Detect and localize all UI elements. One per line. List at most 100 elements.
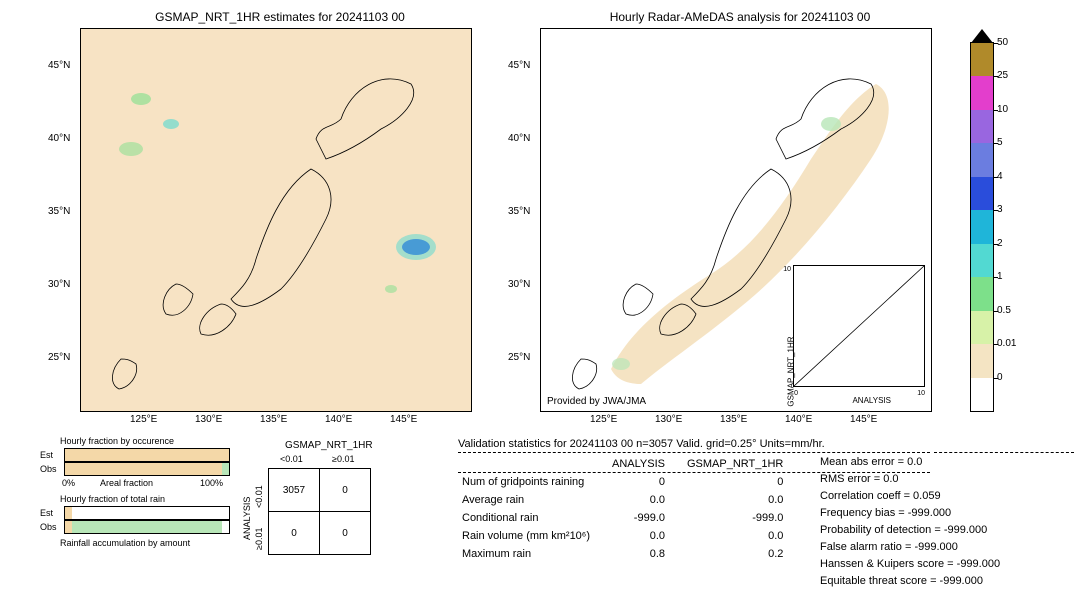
axis-tick: 25°N xyxy=(508,352,530,363)
axis-tick: 130°E xyxy=(655,414,682,425)
axis-tick: 40°N xyxy=(48,133,70,144)
axis-tick: 30°N xyxy=(48,279,70,290)
hbar-label: Est xyxy=(40,450,64,460)
hbar-row: Est xyxy=(40,448,230,462)
colorbar-segment xyxy=(971,244,993,277)
colorbar-label: 1 xyxy=(997,271,1003,282)
hbar-track xyxy=(64,520,230,534)
hourly-total-title: Hourly fraction of total rain xyxy=(60,494,165,504)
hbar-track xyxy=(64,448,230,462)
divider xyxy=(458,452,930,453)
hbar-row: Obs xyxy=(40,520,230,534)
axis-tick: 35°N xyxy=(48,206,70,217)
axis-tick: 35°N xyxy=(508,206,530,217)
colorbar-segment xyxy=(971,177,993,210)
stats-val: 0.0 xyxy=(677,528,793,544)
hbar-label: Obs xyxy=(40,522,64,532)
colorbar-segment xyxy=(971,311,993,344)
stats-col-header: GSMAP_NRT_1HR xyxy=(677,456,793,472)
stats-label: Conditional rain xyxy=(452,510,600,526)
inset-tick: 10 xyxy=(917,390,925,397)
hbar-label: Obs xyxy=(40,464,64,474)
colorbar-segment xyxy=(971,210,993,243)
stats-label: Average rain xyxy=(452,492,600,508)
contingency-cell: 0 xyxy=(320,469,371,512)
contingency-cell: 3057 xyxy=(269,469,320,512)
stat-line: Correlation coeff = 0.059 xyxy=(820,488,1000,505)
validation-right-stats: Mean abs error = 0.0 RMS error = 0.0 Cor… xyxy=(820,454,1000,590)
stats-val: -999.0 xyxy=(677,510,793,526)
axis-tick: 45°N xyxy=(48,60,70,71)
validation-header: Validation statistics for 20241103 00 n=… xyxy=(458,438,825,450)
colorbar-label: 10 xyxy=(997,104,1008,115)
contingency-cell: 0 xyxy=(320,512,371,555)
inset-scatter xyxy=(793,265,925,387)
stat-line: RMS error = 0.0 xyxy=(820,471,1000,488)
colorbar-label: 50 xyxy=(997,37,1008,48)
colorbar-segment xyxy=(971,76,993,109)
hbar-track xyxy=(64,506,230,520)
stat-line: Equitable threat score = -999.000 xyxy=(820,573,1000,590)
axis-tick: 130°E xyxy=(195,414,222,425)
hourly-total-footer: Rainfall accumulation by amount xyxy=(60,538,190,548)
colorbar-label: 0.01 xyxy=(997,338,1016,349)
axis-tick: 135°E xyxy=(260,414,287,425)
left-map xyxy=(80,28,472,412)
axis-left: 0% xyxy=(62,478,75,488)
hbar-track xyxy=(64,462,230,476)
hbar-row: Obs xyxy=(40,462,230,476)
colorbar-label: 0 xyxy=(997,372,1003,383)
colorbar-segment xyxy=(971,143,993,176)
colorbar-label: 2 xyxy=(997,238,1003,249)
hbar-row: Est xyxy=(40,506,230,520)
stats-col-header: ANALYSIS xyxy=(602,456,675,472)
axis-tick: 140°E xyxy=(785,414,812,425)
colorbar-label: 5 xyxy=(997,137,1003,148)
colorbar-segment xyxy=(971,110,993,143)
stat-line: Hanssen & Kuipers score = -999.000 xyxy=(820,556,1000,573)
validation-left-table: ANALYSISGSMAP_NRT_1HR Num of gridpoints … xyxy=(450,454,795,564)
colorbar-segment xyxy=(971,344,993,377)
hourly-occurrence-chart: Est Obs xyxy=(40,448,230,476)
axis-tick: 25°N xyxy=(48,352,70,363)
colorbar-label: 25 xyxy=(997,70,1008,81)
hourly-occurrence-title: Hourly fraction by occurence xyxy=(60,436,174,446)
colorbar-label: 0.5 xyxy=(997,305,1011,316)
axis-right: 100% xyxy=(200,478,223,488)
axis-tick: 135°E xyxy=(720,414,747,425)
contingency-row-label: ≥0.01 xyxy=(254,528,264,550)
contingency-table: 30570 00 xyxy=(268,468,371,555)
colorbar-overflow-icon xyxy=(971,29,993,43)
axis-tick: 30°N xyxy=(508,279,530,290)
stats-val: 0 xyxy=(677,474,793,490)
left-map-title: GSMAP_NRT_1HR estimates for 20241103 00 xyxy=(80,10,480,24)
stat-line: Probability of detection = -999.000 xyxy=(820,522,1000,539)
contingency-row-label: <0.01 xyxy=(254,485,264,508)
stats-label: Maximum rain xyxy=(452,546,600,562)
stat-line: Mean abs error = 0.0 xyxy=(820,454,1000,471)
contingency-col-label: ≥0.01 xyxy=(332,454,354,464)
contingency-col-label: <0.01 xyxy=(280,454,303,464)
axis-tick: 145°E xyxy=(850,414,877,425)
stats-val: 0 xyxy=(602,474,675,490)
stat-line: Frequency bias = -999.000 xyxy=(820,505,1000,522)
contingency-row-header: ANALYSIS xyxy=(242,497,252,540)
stats-val: 0.2 xyxy=(677,546,793,562)
colorbar-segment xyxy=(971,43,993,76)
stats-label: Rain volume (mm km²10⁶) xyxy=(452,528,600,544)
axis-tick: 125°E xyxy=(590,414,617,425)
right-map-title: Hourly Radar-AMeDAS analysis for 2024110… xyxy=(540,10,940,24)
stats-val: -999.0 xyxy=(602,510,675,526)
inset-xlabel: ANALYSIS xyxy=(852,396,891,405)
inset-tick: 0 xyxy=(794,390,798,397)
stat-line: False alarm ratio = -999.000 xyxy=(820,539,1000,556)
colorbar-segment xyxy=(971,277,993,310)
colorbar: 502510543210.50.010 xyxy=(970,42,994,412)
stats-val: 0.0 xyxy=(602,492,675,508)
colorbar-label: 4 xyxy=(997,171,1003,182)
hbar-label: Est xyxy=(40,508,64,518)
left-map-coastline xyxy=(81,29,471,411)
inset-tick: 10 xyxy=(783,266,791,273)
axis-tick: 140°E xyxy=(325,414,352,425)
right-map: Provided by JWA/JMA GSMAP_NRT_1HR ANALYS… xyxy=(540,28,932,412)
